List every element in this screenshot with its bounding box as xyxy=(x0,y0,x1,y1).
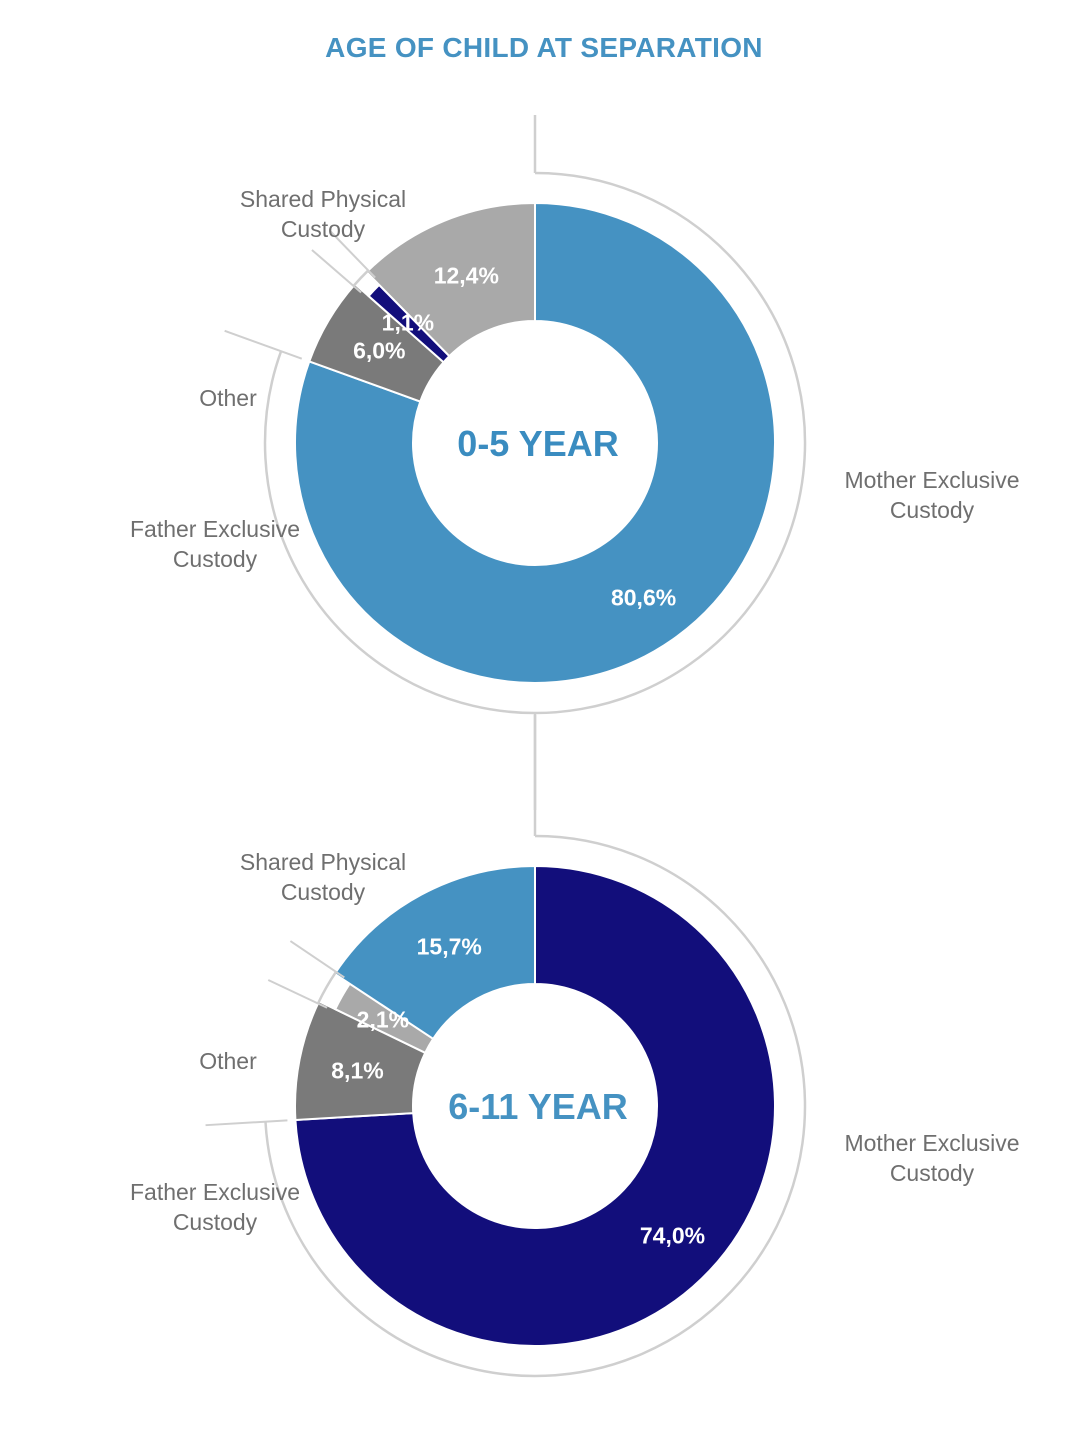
category-label-father-exclusive-custody: Father Exclusive Custody xyxy=(130,516,300,572)
category-label-line: Other xyxy=(199,1048,257,1074)
mother-outline-arc xyxy=(263,171,807,715)
category-label-line: Shared Physical xyxy=(240,849,406,875)
category-label-line: Custody xyxy=(173,546,258,572)
category-label-shared-physical-custody: Shared Physical Custody xyxy=(240,186,406,242)
category-label-line: Custody xyxy=(281,216,366,242)
donut-center-title: 6-11 YEAR xyxy=(448,1086,627,1127)
category-label-other: Other xyxy=(199,385,257,411)
value-label-shared-physical-custody: 15,7% xyxy=(417,934,482,960)
category-label-line: Mother Exclusive xyxy=(844,1130,1019,1156)
category-label-line: Custody xyxy=(890,1160,975,1186)
category-label-line: Father Exclusive xyxy=(130,1179,300,1205)
category-label-shared-physical-custody: Shared Physical Custody xyxy=(240,849,406,905)
mother-outline-tick xyxy=(205,1119,288,1127)
category-label-mother-exclusive-custody: Mother Exclusive Custody xyxy=(844,1130,1019,1186)
donut-chart-0-5-year: 80,6% 6,0%1,1%12,4% Mother Exclusive Custod… xyxy=(130,115,1020,810)
value-label-mother-exclusive-custody: 80,6% xyxy=(611,585,676,611)
value-label-other: 1,1% xyxy=(382,310,434,336)
category-label-line: Shared Physical xyxy=(240,186,406,212)
category-label-line: Other xyxy=(199,385,257,411)
other-outline-tick-start xyxy=(267,979,328,1009)
other-outline-arc xyxy=(316,971,338,1005)
category-label-line: Father Exclusive xyxy=(130,516,300,542)
donut-center-title: 0-5 YEAR xyxy=(457,423,618,464)
value-label-other: 2,1% xyxy=(357,1006,409,1032)
value-label-father-exclusive-custody: 6,0% xyxy=(353,338,405,364)
donut-chart-6-11-year: 74,0% 8,1% 2,1% 15,7% Mother Exclusive Custod… xyxy=(130,715,1020,1378)
other-outline-tick-start xyxy=(311,249,362,294)
mother-outline-arc xyxy=(264,834,807,1378)
value-label-father-exclusive-custody: 8,1% xyxy=(331,1058,383,1084)
slice-mother-exclusive-custody xyxy=(294,201,776,684)
category-label-father-exclusive-custody: Father Exclusive Custody xyxy=(130,1179,300,1235)
category-label-line: Custody xyxy=(281,879,366,905)
other-outline-arc xyxy=(352,269,370,287)
category-label-line: Custody xyxy=(890,497,975,523)
value-label-shared-physical-custody: 12,4% xyxy=(434,263,499,289)
other-outline-tick-end xyxy=(289,940,345,979)
slice-shared-physical-custody xyxy=(333,864,536,1041)
page-title: AGE OF CHILD AT SEPARATION xyxy=(325,32,763,63)
category-label-mother-exclusive-custody: Mother Exclusive Custody xyxy=(844,467,1019,523)
category-label-other: Other xyxy=(199,1048,257,1074)
slice-shared-physical-custody xyxy=(365,201,536,358)
category-label-line: Mother Exclusive xyxy=(844,467,1019,493)
slice-mother-exclusive-custody xyxy=(294,864,776,1347)
value-label-mother-exclusive-custody: 74,0% xyxy=(640,1223,705,1249)
category-label-line: Custody xyxy=(173,1209,258,1235)
other-outline-tick-end xyxy=(329,230,376,279)
mother-outline-tick xyxy=(224,329,303,360)
